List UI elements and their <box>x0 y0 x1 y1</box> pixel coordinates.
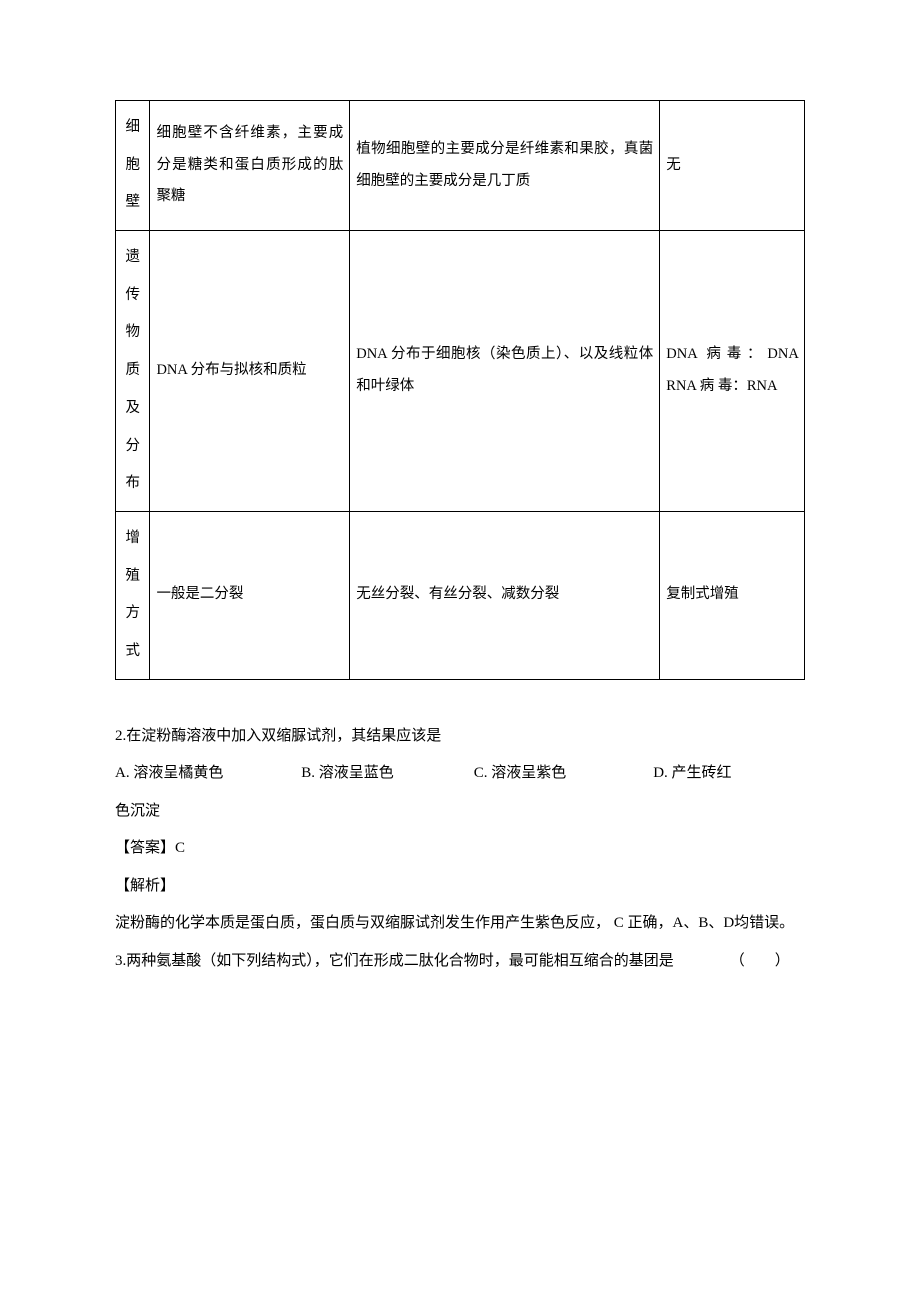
cell-eukaryote: DNA 分布于细胞核（染色质上）、以及线粒体和叶绿体 <box>350 231 660 512</box>
cell-prokaryote: 细胞壁不含纤维素，主要成分是糖类和蛋白质形成的肽聚糖 <box>150 101 350 231</box>
row-label-cell: 遗 传 物 质 及 分 布 <box>116 231 150 512</box>
answer-label: 【答案】C <box>115 830 805 868</box>
row-label: 增 殖 方 式 <box>118 520 147 671</box>
cell-virus: 无 <box>660 101 805 231</box>
row-label-cell: 细 胞 壁 <box>116 101 150 231</box>
analysis-label: 【解析】 <box>115 868 805 906</box>
cell-virus: DNA 病毒：DNA RNA 病 毒：RNA <box>660 231 805 512</box>
cell-virus: 复制式增殖 <box>660 511 805 679</box>
comparison-table: 细 胞 壁 细胞壁不含纤维素，主要成分是糖类和蛋白质形成的肽聚糖 植物细胞壁的主… <box>115 100 805 680</box>
option-b: B. 溶液呈蓝色 <box>301 755 474 793</box>
question-2-stem: 2.在淀粉酶溶液中加入双缩脲试剂，其结果应该是 <box>115 718 805 756</box>
row-label-cell: 增 殖 方 式 <box>116 511 150 679</box>
option-c: C. 溶液呈紫色 <box>474 755 653 793</box>
question-2-options: A. 溶液呈橘黄色 B. 溶液呈蓝色 C. 溶液呈紫色 D. 产生砖红 <box>115 755 805 793</box>
analysis-text: 淀粉酶的化学本质是蛋白质，蛋白质与双缩脲试剂发生作用产生紫色反应， C 正确，A… <box>115 905 805 943</box>
cell-prokaryote: 一般是二分裂 <box>150 511 350 679</box>
table-row: 细 胞 壁 细胞壁不含纤维素，主要成分是糖类和蛋白质形成的肽聚糖 植物细胞壁的主… <box>116 101 805 231</box>
cell-eukaryote: 无丝分裂、有丝分裂、减数分裂 <box>350 511 660 679</box>
question-3-stem: 3.两种氨基酸（如下列结构式），它们在形成二肽化合物时，最可能相互缩合的基团是 （… <box>115 943 805 981</box>
cell-prokaryote: DNA 分布与拟核和质粒 <box>150 231 350 512</box>
q3-stem-text: 3.两种氨基酸（如下列结构式），它们在形成二肽化合物时，最可能相互缩合的基团是 <box>115 953 674 969</box>
option-d-continuation: 色沉淀 <box>115 793 805 831</box>
option-a: A. 溶液呈橘黄色 <box>115 755 301 793</box>
cell-eukaryote: 植物细胞壁的主要成分是纤维素和果胶，真菌细胞壁的主要成分是几丁质 <box>350 101 660 231</box>
question-content: 2.在淀粉酶溶液中加入双缩脲试剂，其结果应该是 A. 溶液呈橘黄色 B. 溶液呈… <box>115 718 805 981</box>
table-row: 遗 传 物 质 及 分 布 DNA 分布与拟核和质粒 DNA 分布于细胞核（染色… <box>116 231 805 512</box>
option-d: D. 产生砖红 <box>653 755 805 793</box>
row-label: 细 胞 壁 <box>118 109 147 222</box>
q3-paren: （ ） <box>730 953 790 969</box>
row-label: 遗 传 物 质 及 分 布 <box>118 239 147 503</box>
table-row: 增 殖 方 式 一般是二分裂 无丝分裂、有丝分裂、减数分裂 复制式增殖 <box>116 511 805 679</box>
